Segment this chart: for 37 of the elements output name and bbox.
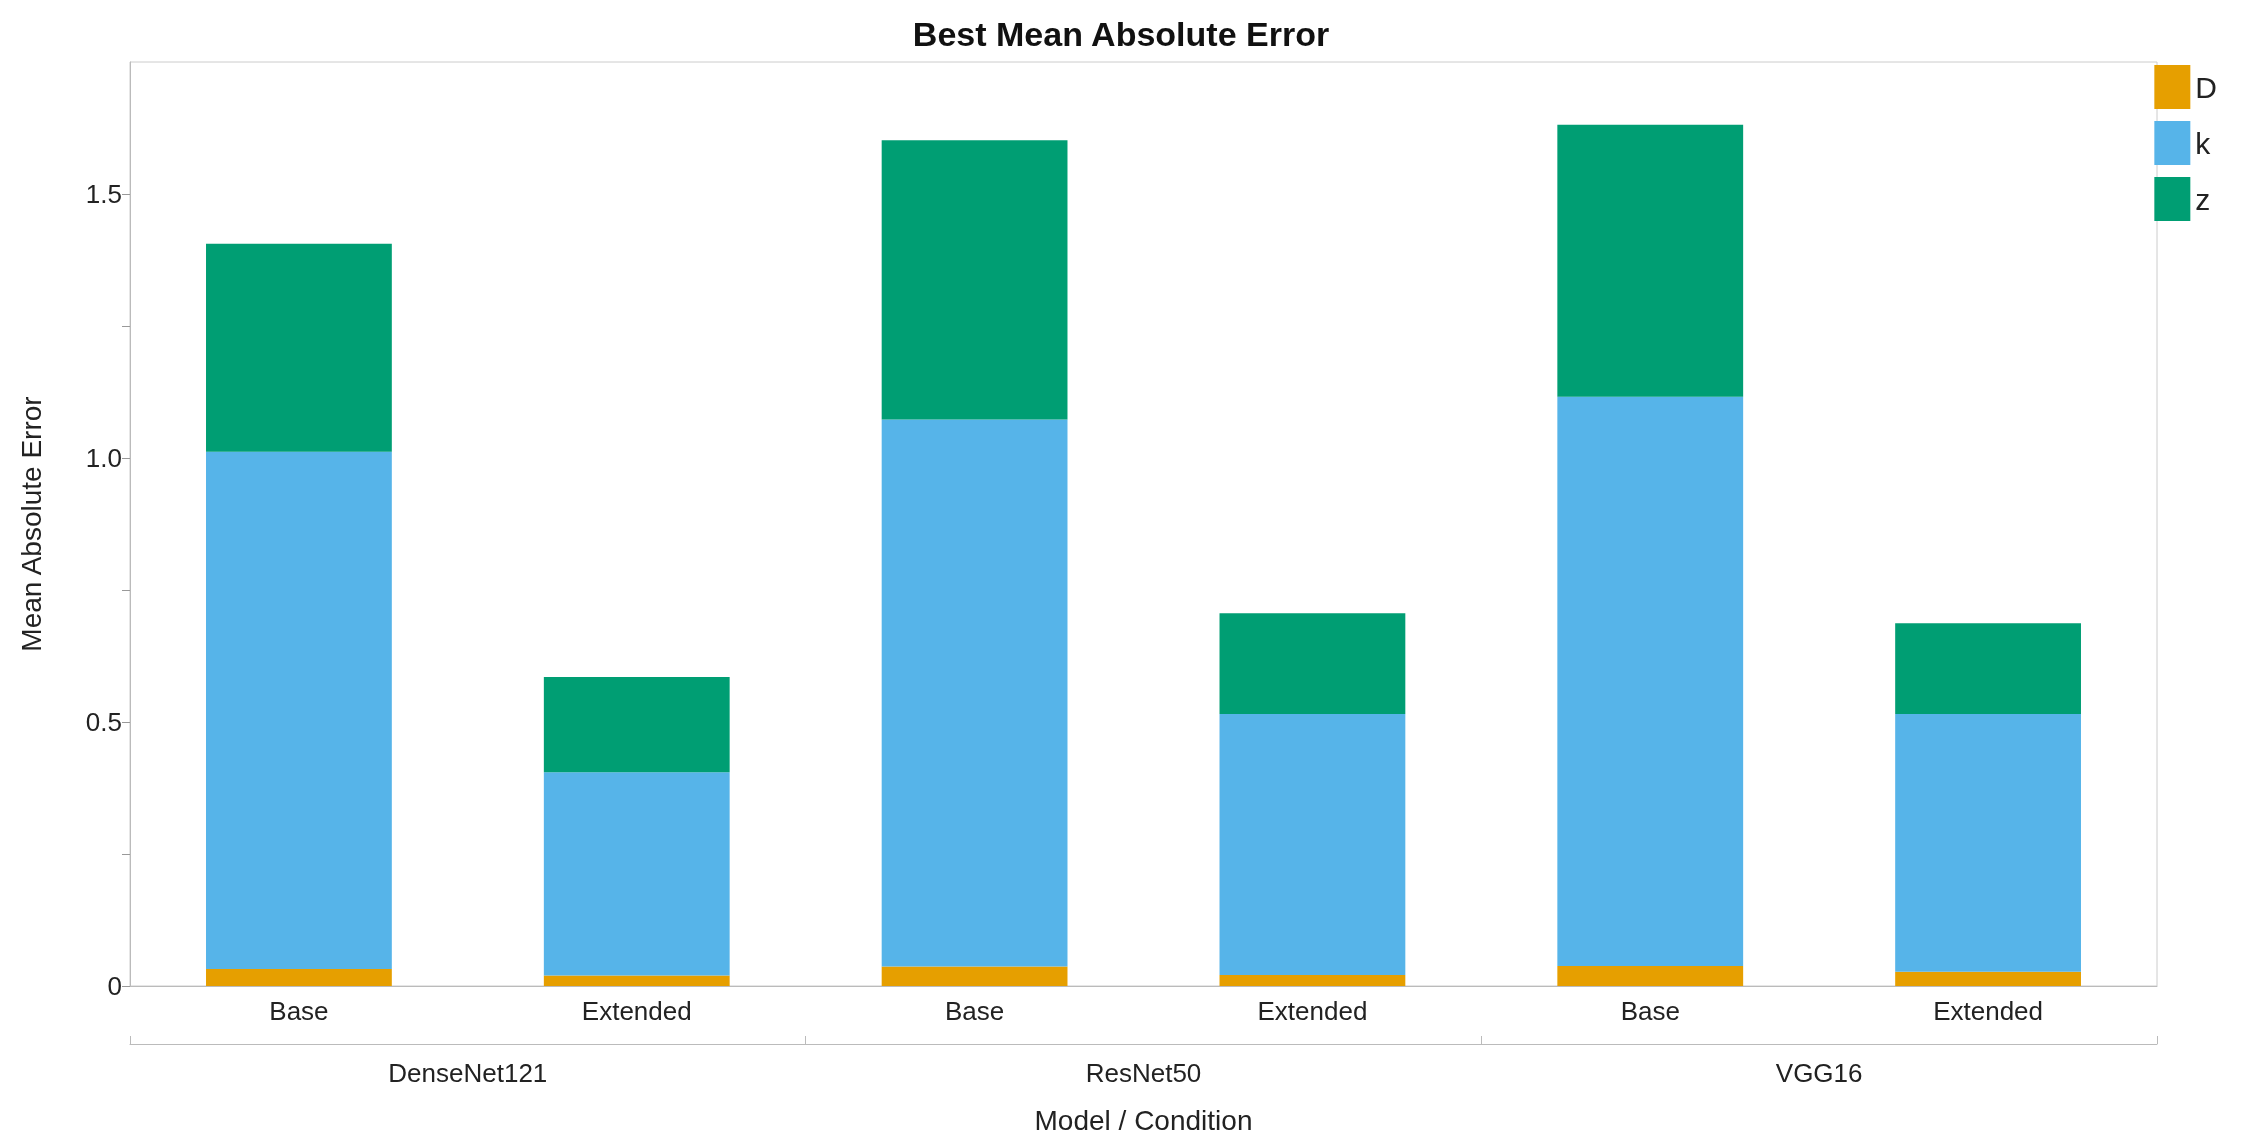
bar: [1219, 714, 1406, 975]
x-tick-label: Extended: [1933, 996, 2044, 1026]
y-tick-label: 0: [107, 971, 122, 1001]
bar: [206, 451, 392, 970]
bar: [1895, 714, 2081, 972]
x-tick-label: Extended: [581, 996, 692, 1026]
bar: [881, 140, 1068, 420]
y-axis-title: Mean Absolute Error: [15, 396, 47, 652]
legend-label: D: [2195, 70, 2218, 104]
bar: [1895, 971, 2081, 986]
bar: [206, 243, 392, 452]
x-axis-title: Model / Condition: [1034, 1104, 1253, 1136]
y-tick-label: 0.5: [85, 707, 122, 737]
legend-label: k: [2195, 126, 2212, 160]
bar: [1219, 974, 1406, 986]
bar: [1895, 623, 2081, 715]
bar: [1219, 613, 1406, 715]
text: DenseNet121: [388, 1058, 548, 1088]
bar: [881, 966, 1068, 986]
bar: [543, 677, 730, 773]
text: VGG16: [1775, 1058, 1863, 1088]
legend-label: z: [2195, 182, 2211, 216]
bar: [1557, 124, 1744, 397]
bar: [543, 772, 730, 976]
y-tick-label: 1.5: [85, 179, 122, 209]
x-tick-label: Base: [1620, 996, 1680, 1026]
bar: [1557, 396, 1744, 966]
x-tick-label: Base: [944, 996, 1005, 1026]
bar: [206, 969, 392, 986]
bar: [881, 419, 1068, 967]
bar: [1557, 965, 1744, 986]
text: ResNet50: [1085, 1058, 1202, 1088]
x-tick-label: Base: [269, 996, 329, 1026]
x-tick-label: Extended: [1257, 996, 1368, 1026]
y-tick-label: 1.0: [85, 443, 122, 473]
chart-title: Best Mean Absolute Error: [912, 15, 1330, 53]
bar: [543, 975, 730, 986]
